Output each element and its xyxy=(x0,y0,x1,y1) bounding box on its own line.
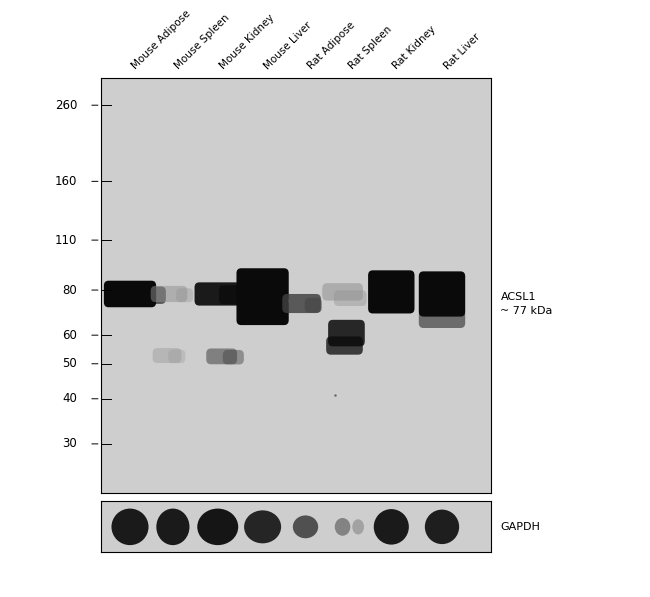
FancyBboxPatch shape xyxy=(334,290,367,306)
Ellipse shape xyxy=(198,509,238,545)
FancyBboxPatch shape xyxy=(104,281,156,307)
FancyBboxPatch shape xyxy=(151,286,187,302)
Text: 60: 60 xyxy=(62,329,77,341)
Text: 30: 30 xyxy=(62,438,77,450)
Text: GAPDH: GAPDH xyxy=(500,522,540,532)
FancyBboxPatch shape xyxy=(141,287,166,304)
Text: Mouse Adipose: Mouse Adipose xyxy=(130,9,192,72)
FancyBboxPatch shape xyxy=(419,272,465,316)
Text: ACSL1
~ 77 kDa: ACSL1 ~ 77 kDa xyxy=(500,293,553,316)
FancyBboxPatch shape xyxy=(282,294,321,313)
Ellipse shape xyxy=(112,509,148,545)
Text: Rat Liver: Rat Liver xyxy=(442,32,482,72)
FancyBboxPatch shape xyxy=(219,285,240,304)
Text: 80: 80 xyxy=(62,284,77,297)
FancyBboxPatch shape xyxy=(322,283,363,301)
Text: Rat Adipose: Rat Adipose xyxy=(306,20,356,72)
Text: 110: 110 xyxy=(55,233,77,247)
Text: Rat Kidney: Rat Kidney xyxy=(391,24,438,72)
Ellipse shape xyxy=(244,510,281,543)
Ellipse shape xyxy=(352,519,364,534)
FancyBboxPatch shape xyxy=(176,288,193,302)
FancyBboxPatch shape xyxy=(419,310,465,328)
FancyBboxPatch shape xyxy=(206,349,237,364)
FancyBboxPatch shape xyxy=(368,270,415,313)
Text: 260: 260 xyxy=(55,99,77,112)
Text: 40: 40 xyxy=(62,392,77,405)
FancyBboxPatch shape xyxy=(305,298,322,313)
Ellipse shape xyxy=(292,515,318,538)
FancyBboxPatch shape xyxy=(237,268,289,303)
FancyBboxPatch shape xyxy=(326,337,363,355)
Text: 160: 160 xyxy=(55,175,77,188)
Text: 50: 50 xyxy=(62,357,77,370)
Ellipse shape xyxy=(425,510,459,544)
Text: Mouse Kidney: Mouse Kidney xyxy=(218,13,276,72)
Text: Mouse Liver: Mouse Liver xyxy=(263,20,314,72)
FancyBboxPatch shape xyxy=(168,349,185,363)
FancyBboxPatch shape xyxy=(153,348,181,363)
FancyBboxPatch shape xyxy=(237,298,289,325)
FancyBboxPatch shape xyxy=(223,350,244,364)
FancyBboxPatch shape xyxy=(328,320,365,346)
FancyBboxPatch shape xyxy=(194,282,241,306)
Text: Rat Spleen: Rat Spleen xyxy=(346,24,393,72)
Ellipse shape xyxy=(335,518,350,536)
Ellipse shape xyxy=(156,509,190,545)
Text: Mouse Spleen: Mouse Spleen xyxy=(173,13,231,72)
Ellipse shape xyxy=(374,509,409,544)
